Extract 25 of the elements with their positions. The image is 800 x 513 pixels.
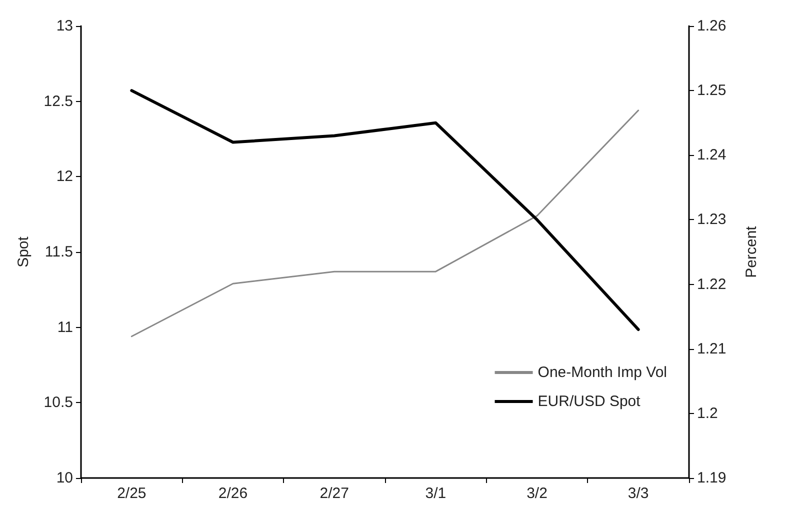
y2-tick-label: 1.21: [697, 340, 726, 358]
x-tick-label: 2/25: [117, 485, 146, 502]
x-tick-label: 2/26: [218, 485, 248, 502]
legend-label: One-Month Imp Vol: [538, 364, 668, 381]
y-tick-label: 12: [56, 168, 73, 186]
x-tick-label: 3/2: [526, 485, 548, 502]
y2-tick-label: 1.24: [697, 146, 726, 164]
y-tick-label: 10.5: [44, 394, 73, 412]
y-tick-label: 11.5: [44, 244, 73, 260]
y-tick-label: 12.5: [44, 92, 73, 110]
y2-axis-title: Percent: [743, 225, 760, 278]
x-tick-label: 3/3: [628, 485, 649, 502]
y2-tick-label: 1.26: [697, 18, 726, 34]
y-tick-label: 13: [56, 18, 73, 34]
legend-label: EUR/USD Spot: [538, 393, 642, 410]
x-tick-label: 2/27: [320, 485, 349, 502]
y2-tick-label: 1.22: [697, 276, 726, 293]
y2-tick-label: 1.2: [697, 404, 718, 422]
y2-tick-label: 1.19: [697, 470, 726, 486]
y-axis-title: Spot: [15, 236, 32, 268]
x-tick-label: 3/1: [425, 485, 446, 502]
y-tick-label: 10: [56, 470, 73, 486]
y2-tick-label: 1.25: [697, 82, 726, 100]
y-tick-label: 11: [57, 318, 73, 336]
y2-tick-label: 1.23: [697, 211, 726, 228]
